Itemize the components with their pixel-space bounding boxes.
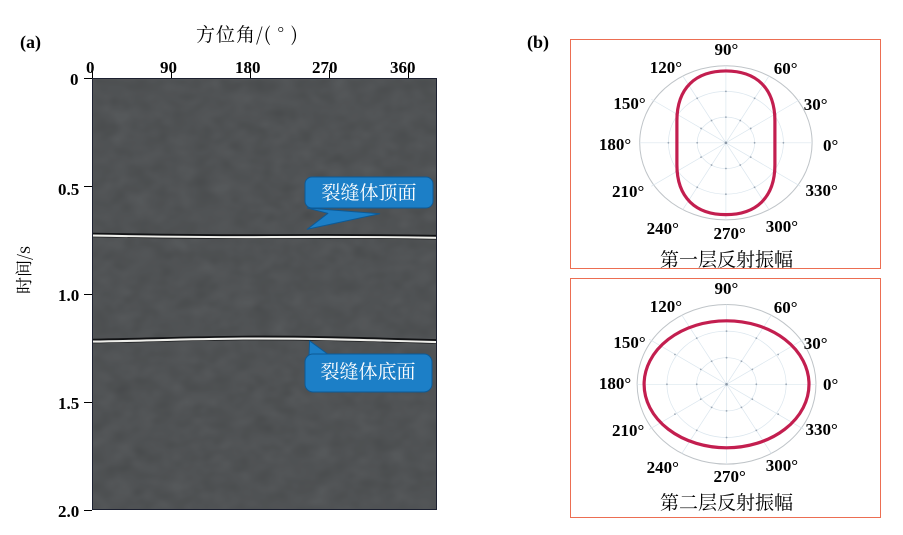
svg-text:裂缝体顶面: 裂缝体顶面 — [321, 178, 416, 205]
svg-text:裂缝体底面: 裂缝体底面 — [320, 357, 415, 384]
